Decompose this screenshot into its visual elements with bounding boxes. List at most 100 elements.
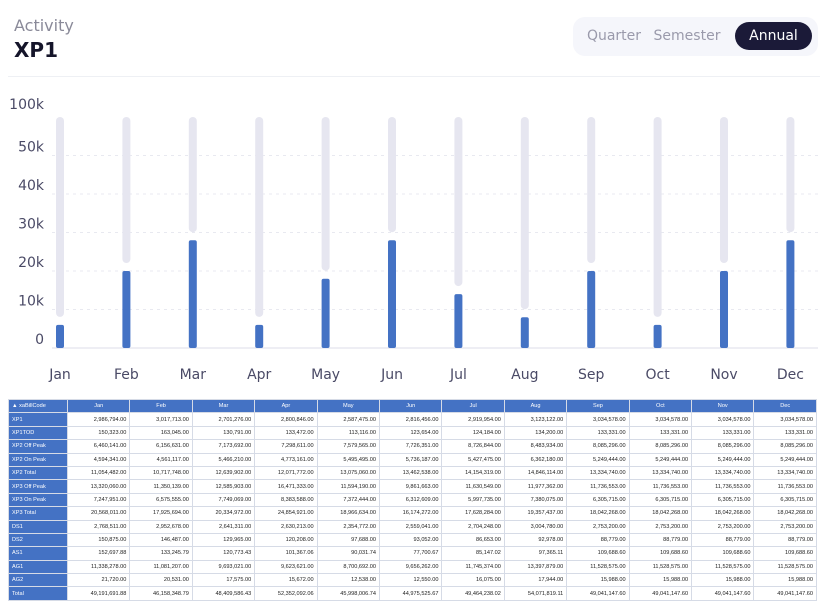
y-tick-label: 30k [18,217,45,233]
bar-jul[interactable] [454,294,463,348]
bar-feb[interactable] [122,271,131,348]
table-cell: 88,779.00 [691,532,755,548]
table-cell: 88,779.00 [566,532,630,548]
bar-dec[interactable] [786,240,795,348]
table-cell: 12,071,772.00 [254,465,318,481]
column-header-oct[interactable]: Oct [628,398,693,414]
table-cell: 13,397,879.00 [503,559,568,575]
column-header-dec[interactable]: Dec [753,398,817,414]
table-header-row: ▲ xaBillCode Jan Feb Mar Apr May Jun Jul Aug Sep… [8,398,817,414]
table-cell: 14,154,319.00 [441,465,505,481]
annual-button[interactable]: Annual [735,22,812,50]
table-cell: 124,184.00 [441,425,505,441]
table-cell: 20,568,011.00 [66,506,131,521]
semester-button[interactable]: Semester [653,28,721,44]
table-cell: 13,334,740.00 [691,465,755,481]
table-cell: 3,034,578.00 [753,412,817,427]
table-cell: 133,331.00 [628,425,693,441]
table-cell: 13,075,060.00 [316,465,381,481]
bar-jan[interactable] [56,324,64,348]
table-cell: 24,854,921.00 [254,506,318,521]
bar-aug[interactable] [520,317,529,348]
table-cell: 9,656,262.00 [379,559,443,575]
table-cell: 146,487.00 [129,532,193,548]
bar-track [56,117,64,317]
table-cell: 46,158,348.79 [129,586,193,601]
table-row: DS2 150,875.00 146,487.00 129,965.00 120,208… [8,532,817,548]
table-cell: 18,042,268.00 [566,506,630,521]
table-cell: 92,978.00 [503,532,568,548]
table-cell: 17,628,284.00 [441,506,505,521]
table-cell: 11,736,553.00 [566,479,630,494]
table-cell: 2,816,456.00 [379,412,443,427]
table-cell: 7,579,565.00 [316,439,381,454]
table-cell: 17,925,694.00 [129,506,193,521]
table-cell: 18,042,268.00 [628,506,693,521]
table-cell: 109,688.60 [753,546,817,561]
table-row: AG1 11,338,278.00 11,081,207.00 9,693,021.0… [8,559,817,575]
table-cell: 150,875.00 [66,532,131,548]
table-cell: 11,054,482.00 [66,465,131,481]
table-cell: 9,693,021.00 [191,559,256,575]
table-cell: 5,495,495.00 [316,452,381,467]
y-tick-label: 20k [18,255,45,271]
table-cell: 5,466,210.00 [191,452,256,467]
table-cell: 17,575.00 [191,573,256,588]
x-tick-label: Oct [645,367,670,383]
table-cell: 8,383,588.00 [254,492,318,508]
column-header-jul[interactable]: Jul [441,398,505,414]
table-cell: 8,483,934.00 [503,439,568,454]
table-cell: 120,773.43 [191,546,256,561]
bar-sep[interactable] [587,271,596,348]
column-header-jan[interactable]: Jan [66,398,131,414]
table-cell: 101,367.06 [254,546,318,561]
table-cell: 3,017,713.00 [129,412,193,427]
table-cell: 11,594,190.00 [316,479,381,494]
table-cell: 109,688.60 [691,546,755,561]
bar-mar[interactable] [188,240,197,348]
bar-apr[interactable] [255,324,264,348]
table-row: XP3 On Peak 7,247,951.00 6,575,555.00 7,749… [8,492,817,508]
table-row: XP2 Total 11,054,482.00 10,717,748.00 12,63… [8,465,817,481]
table-row: XP2 Off Peak 6,460,141.00 6,156,631.00 7,17… [8,439,817,454]
header-divider [8,76,820,77]
table-row: XP3 Off Peak 13,320,060.00 11,350,139.00 12… [8,479,817,494]
table-cell: 11,528,575.00 [691,559,755,575]
x-tick-label: Mar [180,367,207,383]
column-header-may[interactable]: May [316,398,381,414]
table-cell: 2,919,954.00 [441,412,505,427]
column-header-mar[interactable]: Mar [191,398,256,414]
table-cell: 7,298,611.00 [254,439,318,454]
table-cell: 15,672.00 [254,573,318,588]
column-header-code[interactable]: ▲ xaBillCode [8,398,68,414]
table-cell: 7,247,951.00 [66,492,131,508]
table-cell: 4,773,161.00 [254,452,318,467]
row-header: AG1 [8,559,68,575]
table-cell: 97,688.00 [316,532,381,548]
column-header-aug[interactable]: Aug [503,398,568,414]
bar-may[interactable] [321,278,330,348]
page-title: XP1 [14,38,58,62]
bar-nov[interactable] [720,271,728,348]
x-tick-label: Aug [511,367,538,383]
header-subtitle: Activity [14,16,74,35]
column-header-sep[interactable]: Sep [566,398,630,414]
column-header-feb[interactable]: Feb [129,398,193,414]
row-header: DS1 [8,519,68,534]
table-cell: 109,688.60 [628,546,693,561]
bar-jun[interactable] [388,240,396,348]
table-cell: 133,472.00 [254,425,318,441]
table-cell: 13,334,740.00 [566,465,630,481]
table-cell: 15,988.00 [566,573,630,588]
column-header-nov[interactable]: Nov [691,398,755,414]
table-cell: 93,052.00 [379,532,443,548]
quarter-button[interactable]: Quarter [586,28,642,44]
bar-oct[interactable] [653,324,662,348]
column-header-apr[interactable]: Apr [254,398,318,414]
row-header: Total [8,586,68,601]
bar-track [720,117,728,263]
table-cell: 11,528,575.00 [566,559,630,575]
table-cell: 11,528,575.00 [753,559,817,575]
column-header-jun[interactable]: Jun [379,398,443,414]
table-cell: 130,791.00 [191,425,256,441]
